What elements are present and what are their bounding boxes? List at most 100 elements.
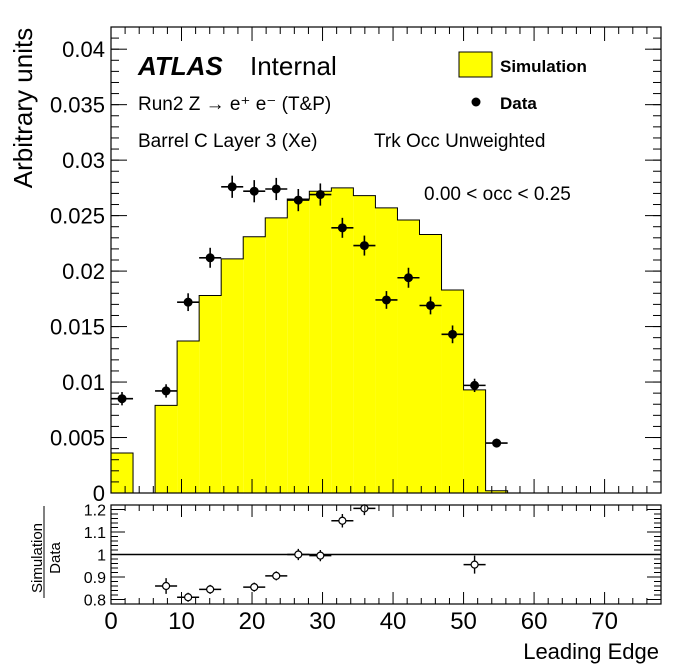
main-y-tick-label: 0.025 xyxy=(50,204,105,229)
legend-simulation-swatch xyxy=(458,51,493,78)
ratio-point xyxy=(309,550,332,562)
x-tick-labels: 0 10 20 30 40 50 60 70 xyxy=(104,608,618,635)
x-tick-label: 10 xyxy=(168,608,195,635)
simulation-bar xyxy=(397,220,420,494)
simulation-bar xyxy=(155,405,178,493)
data-marker xyxy=(117,394,127,404)
data-marker xyxy=(337,223,347,233)
data-marker xyxy=(359,241,369,251)
data-point xyxy=(331,217,354,238)
data-point xyxy=(419,296,442,315)
data-marker xyxy=(183,297,193,307)
ratio-point xyxy=(177,592,200,602)
ratio-y-tick-label: 1.1 xyxy=(84,525,106,542)
simulation-bar xyxy=(419,234,442,493)
ratio-point xyxy=(243,582,266,592)
ratio-point xyxy=(265,571,288,581)
data-marker xyxy=(426,300,436,310)
simulation-histogram xyxy=(110,187,509,494)
ratio-point xyxy=(331,514,354,528)
data-point xyxy=(199,247,222,268)
simulation-bar xyxy=(111,453,134,493)
ratio-marker xyxy=(206,585,215,594)
data-marker xyxy=(448,329,458,339)
simulation-bar xyxy=(199,295,222,493)
data-point xyxy=(485,438,508,448)
data-marker xyxy=(403,273,413,283)
data-point xyxy=(463,378,486,393)
x-tick-label: 70 xyxy=(591,608,618,635)
simulation-bar xyxy=(177,340,200,493)
region-label: Barrel C Layer 3 (Xe) xyxy=(138,131,318,152)
x-tick-label: 40 xyxy=(380,608,407,635)
occupancy-range-label: 0.00 < occ < 0.25 xyxy=(424,184,571,205)
simulation-bar xyxy=(287,198,310,493)
ratio-point xyxy=(287,548,310,561)
data-marker xyxy=(315,190,325,200)
data-marker xyxy=(271,184,281,194)
data-marker xyxy=(470,380,480,390)
data-marker xyxy=(381,295,391,305)
data-point xyxy=(375,291,398,309)
simulation-outline xyxy=(110,187,509,494)
main-axis-ticks xyxy=(110,27,662,494)
ratio-y-tick-label: 1.2 xyxy=(84,503,106,520)
simulation-bar xyxy=(485,490,508,493)
data-point xyxy=(155,384,178,398)
ratio-marker xyxy=(161,581,171,591)
data-point xyxy=(265,177,288,201)
ratio-label-numerator: Simulation xyxy=(29,523,46,593)
y-axis-label: Arbitrary units xyxy=(8,28,38,188)
legend-simulation-label: Simulation xyxy=(500,57,587,76)
x-tick-label: 0 xyxy=(104,608,117,635)
ratio-points xyxy=(155,504,486,602)
main-y-tick-labels: 0 0.005 0.01 0.015 0.02 0.025 0.03 0.035 0.04 xyxy=(50,37,105,506)
data-point xyxy=(309,183,332,206)
x-tick-label: 50 xyxy=(450,608,477,635)
data-point xyxy=(441,325,464,344)
ratio-y-tick-label: 1 xyxy=(97,548,106,565)
data-marker xyxy=(492,438,502,448)
simulation-bar xyxy=(221,258,244,493)
weighting-label: Trk Occ Unweighted xyxy=(374,131,545,152)
main-panel: 0 0.005 0.01 0.015 0.02 0.025 0.03 0.035 0.04 Ar… xyxy=(8,26,662,506)
ratio-point xyxy=(199,584,222,594)
ratio-label-denominator: Data xyxy=(47,542,64,574)
ratio-y-tick-labels: 0.8 0.9 1 1.1 1.2 xyxy=(84,503,106,610)
internal-label: Internal xyxy=(250,51,337,81)
simulation-bar xyxy=(353,195,376,493)
ratio-marker xyxy=(184,593,193,602)
x-axis-label: Leading Edge xyxy=(523,639,659,664)
ratio-axis-ticks xyxy=(110,505,662,604)
legend-data-marker xyxy=(471,97,481,107)
data-point xyxy=(243,180,266,203)
simulation-bar xyxy=(463,389,486,493)
ratio-marker xyxy=(250,583,259,592)
simulation-bar xyxy=(309,191,332,493)
simulation-bar xyxy=(331,187,354,493)
main-y-tick-label: 0 xyxy=(93,481,105,506)
ratio-y-tick-label: 0.8 xyxy=(84,593,106,610)
main-y-tick-label: 0.04 xyxy=(62,37,105,62)
ratio-point xyxy=(463,555,486,574)
data-point xyxy=(397,267,420,288)
ratio-y-tick-label: 0.9 xyxy=(84,570,106,587)
simulation-bar xyxy=(265,217,288,494)
main-y-tick-label: 0.035 xyxy=(50,93,105,118)
ratio-y-axis-label: Simulation Data xyxy=(29,506,64,598)
simulation-bar xyxy=(375,207,398,493)
ratio-marker xyxy=(470,560,479,569)
data-point xyxy=(287,188,310,212)
ratio-point xyxy=(155,578,178,594)
ratio-marker xyxy=(272,571,281,580)
process-label: Run2 Z → e⁺ e⁻ (T&P) xyxy=(138,94,331,115)
data-marker xyxy=(205,253,215,263)
main-y-tick-label: 0.015 xyxy=(50,315,105,340)
data-point xyxy=(221,175,244,198)
data-marker xyxy=(227,182,237,192)
ratio-panel: 0.8 0.9 1 1.1 1.2 0 10 20 30 40 50 60 70 Simulation… xyxy=(29,503,662,664)
data-point xyxy=(177,293,200,312)
simulation-bar xyxy=(243,236,266,493)
data-marker xyxy=(249,186,259,196)
